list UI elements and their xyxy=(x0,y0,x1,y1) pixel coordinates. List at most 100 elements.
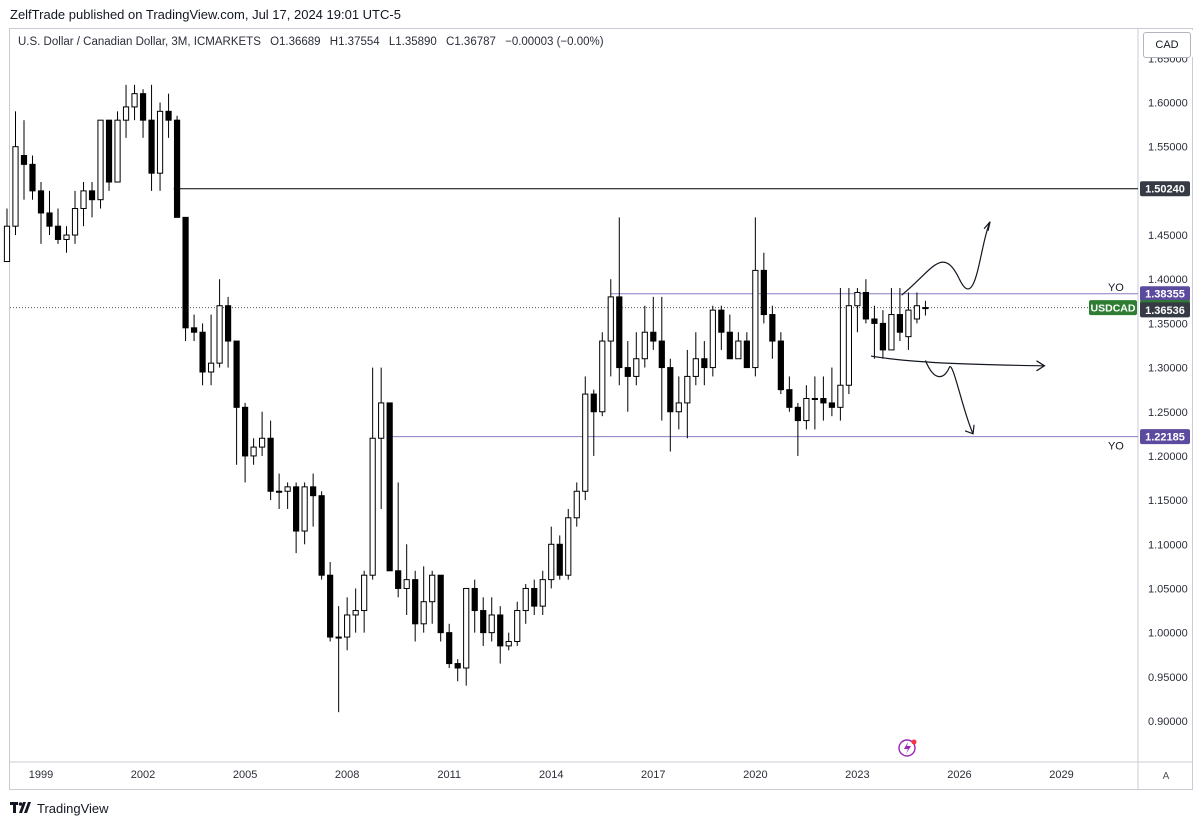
y-tick-label: 1.20000 xyxy=(1148,451,1188,463)
y-tick-label: 0.90000 xyxy=(1148,716,1188,728)
y-tick-label: 1.30000 xyxy=(1148,363,1188,375)
candle-body xyxy=(888,314,895,351)
candle-body xyxy=(522,587,529,612)
candle-body xyxy=(403,579,410,589)
candle-body xyxy=(565,517,572,576)
candle-body xyxy=(854,291,861,307)
candle-body xyxy=(182,216,189,329)
x-tick-label: 2005 xyxy=(233,769,257,781)
y-tick-label: 0.95000 xyxy=(1148,672,1188,684)
legend-symbol: U.S. Dollar / Canadian Dollar, 3M, ICMAR… xyxy=(18,36,261,48)
y-tick-label: 1.00000 xyxy=(1148,628,1188,640)
legend-high: H1.37554 xyxy=(329,36,380,48)
candle-body xyxy=(293,486,300,532)
y-tick-label: 1.15000 xyxy=(1148,495,1188,507)
y-tick-label: 1.10000 xyxy=(1148,539,1188,551)
candle-body xyxy=(735,340,742,360)
candle-body xyxy=(607,296,614,342)
chart-legend: U.S. Dollar / Canadian Dollar, 3M, ICMAR… xyxy=(18,36,610,48)
bearish-path-arrow-head xyxy=(964,424,975,435)
y-tick-label: 1.05000 xyxy=(1148,583,1188,595)
candle-body xyxy=(378,402,385,439)
auto-scale-button[interactable]: A xyxy=(1162,771,1170,782)
x-tick-label: 2029 xyxy=(1049,769,1073,781)
candle-body xyxy=(190,327,198,333)
candle-body xyxy=(480,610,487,634)
candle-body xyxy=(37,190,45,214)
candle-body xyxy=(573,490,580,519)
x-tick-label: 2014 xyxy=(539,769,563,781)
candle-body xyxy=(420,601,427,625)
candle-body xyxy=(641,331,648,360)
candle-body xyxy=(3,225,11,263)
candle-body xyxy=(88,190,96,201)
candle-body xyxy=(692,358,699,377)
candle-body xyxy=(556,543,563,576)
candle-body xyxy=(786,389,793,408)
candle-body xyxy=(344,614,351,638)
publisher-line: ZelfTrade published on TradingView.com, … xyxy=(10,7,401,22)
y-tick-label-partial: 1.65000 xyxy=(1148,53,1188,65)
chart-frame xyxy=(9,28,1193,790)
candle-body xyxy=(412,579,419,625)
candle-body xyxy=(913,305,921,320)
candle-body xyxy=(173,119,181,218)
candle-body xyxy=(828,402,835,408)
candle-body xyxy=(488,614,495,634)
candle-body xyxy=(633,358,640,377)
candle-body xyxy=(896,314,904,333)
publish-header: ZelfTrade published on TradingView.com, … xyxy=(0,0,1204,28)
candle-body xyxy=(505,640,512,647)
candle-body xyxy=(318,495,325,576)
ideas-notification-dot xyxy=(911,739,917,745)
candle-body xyxy=(769,314,776,342)
candle-body xyxy=(54,225,62,240)
candle-body xyxy=(811,397,818,400)
candle-body xyxy=(139,93,147,121)
candle-body xyxy=(539,579,546,607)
footer-brand-text: TradingView xyxy=(37,800,109,816)
x-tick-label: 2023 xyxy=(845,769,869,781)
legend-change: −0.00003 (−0.00%) xyxy=(505,36,604,48)
bullish-path-arrow xyxy=(901,221,991,296)
level-price-label-bg xyxy=(1140,181,1190,197)
candle-body xyxy=(437,574,444,634)
candle-body xyxy=(20,155,28,165)
candle-body xyxy=(471,587,478,612)
x-tick-label: 2017 xyxy=(641,769,665,781)
candle-body xyxy=(675,402,682,413)
candle-body xyxy=(250,446,257,457)
currency-button[interactable]: CAD xyxy=(1143,32,1191,58)
footer-brand[interactable]: TradingView xyxy=(10,798,109,818)
candle-body xyxy=(114,119,121,183)
candle-body xyxy=(395,570,402,589)
candle-body xyxy=(531,587,538,607)
candle-body xyxy=(837,384,844,408)
y-tick-label: 1.35000 xyxy=(1148,318,1188,330)
candle-body xyxy=(131,93,138,108)
candle-body xyxy=(29,163,36,192)
candle-body xyxy=(726,331,733,360)
candle-body xyxy=(216,305,223,364)
candle-body xyxy=(148,119,155,174)
candle-body xyxy=(352,610,359,616)
candle-body xyxy=(276,490,283,493)
candle-body xyxy=(922,307,929,310)
candle-body xyxy=(709,309,716,369)
x-tick-label: 2002 xyxy=(131,769,155,781)
candle-body xyxy=(122,106,130,121)
candle-body xyxy=(46,212,53,227)
candle-body xyxy=(777,340,784,391)
candle-body xyxy=(590,393,597,413)
y-tick-label: 1.55000 xyxy=(1148,142,1188,154)
candle-body xyxy=(429,574,436,603)
candle-body xyxy=(259,437,266,448)
candle-body xyxy=(794,406,801,422)
annotation-label: YO xyxy=(1108,440,1124,452)
legend-open: O1.36689 xyxy=(270,36,321,48)
y-tick-label: 1.45000 xyxy=(1148,230,1188,242)
candle-body xyxy=(752,269,759,369)
candle-body xyxy=(80,190,87,210)
candle-body xyxy=(701,358,708,369)
